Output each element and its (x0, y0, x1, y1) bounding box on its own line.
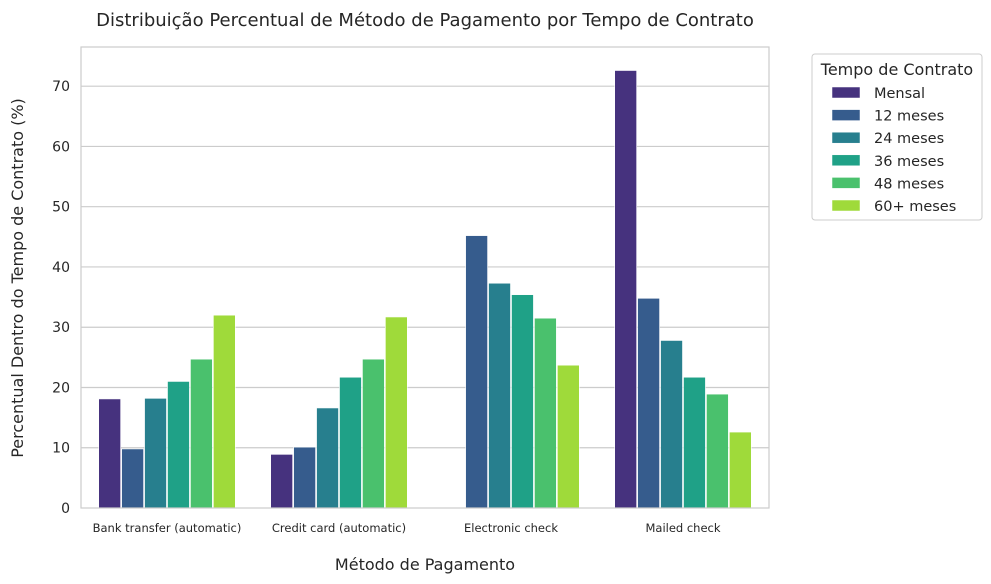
bar (270, 454, 293, 509)
bar (683, 376, 706, 509)
bar (385, 316, 408, 509)
bar (121, 448, 144, 509)
y-tick-label: 0 (61, 501, 70, 517)
bar (534, 317, 557, 509)
y-tick-label: 50 (52, 200, 70, 216)
bar (213, 314, 236, 509)
bar (706, 393, 729, 509)
bar (316, 407, 339, 509)
bar (488, 282, 511, 509)
bar (557, 364, 580, 509)
legend-items: Mensal 12 meses 24 meses 36 meses 48 meses 60… (831, 86, 956, 215)
bar (660, 340, 683, 509)
y-tick-label: 10 (52, 441, 70, 457)
legend-label: 48 meses (874, 176, 944, 192)
bar (339, 376, 362, 509)
y-tick-label: 20 (52, 380, 70, 396)
legend-label: Mensal (874, 86, 925, 102)
legend: Tempo de Contrato Mensal 12 meses 24 meses… (811, 53, 983, 221)
bar (190, 358, 213, 509)
legend-label: 24 meses (874, 131, 944, 147)
legend-swatch (831, 131, 861, 144)
legend-swatch (831, 86, 861, 99)
y-tick-label: 70 (52, 79, 70, 95)
y-tick-label: 60 (52, 139, 70, 155)
x-tick-labels: Bank transfer (automatic) Credit card (au… (93, 521, 721, 535)
legend-label: 12 meses (874, 109, 944, 125)
bar (637, 297, 660, 509)
bars-layer (98, 70, 752, 509)
legend-label: 36 meses (874, 154, 944, 170)
bar (167, 381, 190, 509)
legend-swatch (831, 199, 861, 212)
y-tick-label: 30 (52, 320, 70, 336)
x-tick-label: Bank transfer (automatic) (93, 521, 242, 535)
bar (729, 431, 752, 509)
y-axis-label: Percentual Dentro do Tempo de Contrato (… (8, 98, 27, 458)
bar (511, 294, 534, 509)
legend-swatch (831, 177, 861, 189)
bar (614, 70, 637, 509)
x-tick-label: Electronic check (464, 521, 558, 535)
bar (144, 398, 167, 509)
legend-swatch (831, 109, 861, 121)
legend-title: Tempo de Contrato (820, 60, 973, 79)
chart-title: Distribuição Percentual de Método de Pag… (96, 10, 754, 31)
bar (362, 358, 385, 509)
legend-label: 60+ meses (874, 199, 956, 215)
y-tick-label: 40 (52, 260, 70, 276)
x-tick-label: Mailed check (645, 521, 720, 535)
plot-frame (80, 46, 770, 509)
bar (465, 235, 488, 509)
x-axis-label: Método de Pagamento (335, 555, 515, 574)
bar (293, 446, 316, 509)
x-tick-label: Credit card (automatic) (272, 521, 406, 535)
y-tick-labels: 0 10 20 30 40 50 60 70 (52, 79, 70, 517)
legend-swatch (831, 154, 861, 167)
bar (98, 398, 121, 509)
